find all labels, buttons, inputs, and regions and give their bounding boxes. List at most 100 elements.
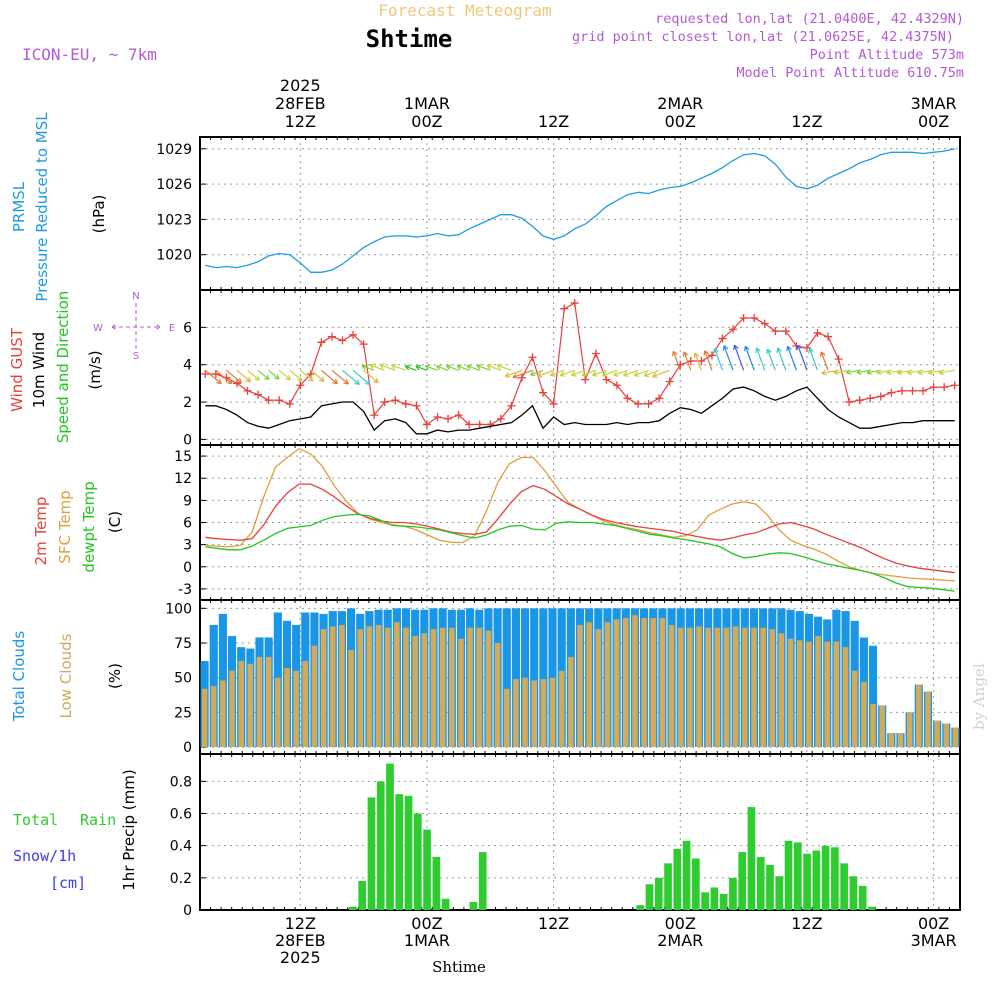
wind-arrow-head <box>216 378 222 385</box>
low-cloud-bar <box>302 661 309 748</box>
wind-arrow <box>613 369 628 376</box>
low-cloud-bar <box>467 627 473 748</box>
watermark: by Angel <box>970 663 988 730</box>
low-cloud-bar <box>412 636 418 748</box>
gust-marker <box>581 375 590 384</box>
wind-arrow-head <box>906 369 913 376</box>
low-cloud-bar <box>439 627 446 748</box>
rain-bar <box>756 856 765 910</box>
wind-arrow-head <box>744 345 750 352</box>
rain-bar <box>404 795 413 910</box>
low-cloud-bar <box>641 618 647 748</box>
wind-arrow <box>809 348 819 371</box>
low-cloud-bar <box>284 667 290 748</box>
wind-arrow-head <box>786 345 792 352</box>
rain-bar <box>738 852 747 910</box>
rain-bar <box>729 877 737 910</box>
temp-label: 2m Temp <box>32 497 50 566</box>
wind-arrow-head <box>226 378 233 385</box>
wind-arrow <box>299 369 314 382</box>
gust-marker <box>496 414 505 423</box>
gust-marker <box>623 394 632 403</box>
low-cloud-bar <box>339 624 345 748</box>
wind-arrow <box>257 369 270 380</box>
bottom-time-label: 28FEB <box>275 931 326 950</box>
precip-unit: 1hr Precip (mm) <box>120 769 138 890</box>
temp-2m-line <box>205 483 955 574</box>
top-time-label: 12Z <box>538 112 569 131</box>
wind-arrow-head <box>354 379 360 386</box>
rain-bar <box>441 898 450 910</box>
gust-marker <box>454 411 463 420</box>
wind-arrow-head <box>332 378 338 385</box>
gust-marker <box>781 327 790 336</box>
wind-arrow-head <box>404 364 411 371</box>
wind-arrow-head <box>833 369 839 376</box>
low-cloud-bar <box>568 656 574 748</box>
panel-border <box>199 136 961 291</box>
gust-marker <box>549 399 558 408</box>
low-cloud-bar <box>687 627 693 748</box>
wind-arrow-head <box>820 351 826 357</box>
wind-arrow-head <box>845 369 852 375</box>
gust-marker <box>634 399 643 408</box>
gust-marker <box>866 394 875 403</box>
temp-unit: (C) <box>106 511 124 533</box>
wind-arrow-head <box>928 369 934 376</box>
wind-arrow <box>714 348 724 371</box>
low-cloud-bar <box>659 618 666 748</box>
wind-arrow <box>866 369 881 374</box>
wind-arrow <box>530 369 544 376</box>
low-cloud-bar <box>549 677 556 748</box>
low-cloud-bar <box>934 720 940 748</box>
wind-arrow <box>505 369 523 377</box>
gust-marker <box>887 388 896 397</box>
wind-arrow-head <box>364 379 371 386</box>
sfc-temp-line <box>205 447 955 582</box>
low-cloud-bar <box>256 656 263 748</box>
y-tick-label: 4 <box>183 358 192 374</box>
wind-arrow <box>405 365 417 371</box>
low-cloud-bar <box>595 629 602 748</box>
wind-arrow-head <box>254 375 260 381</box>
low-cloud-bar <box>650 618 657 748</box>
panel-1: 0 2 4 6 N S W E <box>93 289 961 448</box>
low-cloud-bar <box>210 686 217 748</box>
gust-marker <box>845 398 854 407</box>
gust-marker <box>475 420 484 429</box>
wind-arrow <box>756 347 766 371</box>
wind-arrow <box>683 351 692 371</box>
y-tick-label: 1023 <box>156 212 192 228</box>
wind-arrow <box>289 369 303 382</box>
wind-arrow <box>446 365 459 371</box>
low-cloud-bar <box>394 622 400 748</box>
wind-arrow <box>236 369 251 383</box>
wind-arrow-head <box>512 373 518 379</box>
footer-location: Shtime <box>432 958 486 976</box>
compass-lines <box>111 303 161 351</box>
rain-bar <box>868 906 876 910</box>
low-cloud-bar <box>705 627 711 748</box>
gust-marker <box>919 386 928 395</box>
rain-bar <box>710 887 719 910</box>
compass-s: S <box>133 351 139 362</box>
wind-arrow <box>391 364 407 371</box>
wind-unit: (m/s) <box>86 350 104 389</box>
low-cloud-bar <box>833 641 840 748</box>
gust-marker <box>897 386 906 395</box>
wind-arrow-head <box>245 376 252 383</box>
top-time-label: 00Z <box>918 112 949 131</box>
low-cloud-bar <box>540 679 547 748</box>
wind-arrow <box>592 369 607 376</box>
wind-arrow <box>268 369 280 380</box>
gust-marker <box>359 340 368 349</box>
top-time-label: 2MAR <box>657 94 703 113</box>
rain-bar <box>840 863 848 910</box>
low-cloud-bar <box>696 626 702 748</box>
gust-marker <box>929 383 938 392</box>
low-cloud-bar <box>723 627 730 748</box>
low-cloud-bar <box>870 704 876 748</box>
